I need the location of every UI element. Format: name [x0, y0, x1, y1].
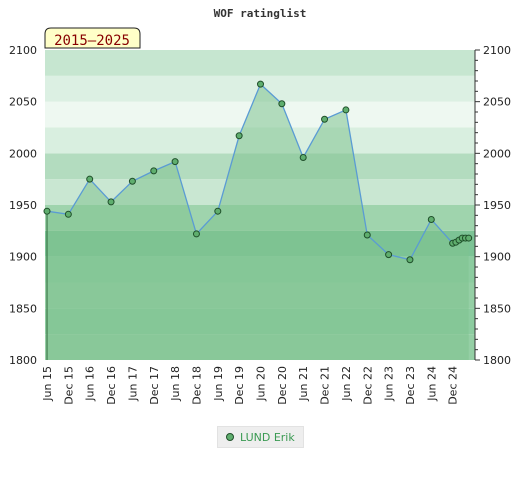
y-tick-label-left: 1800: [9, 354, 37, 367]
y-tick-label-right: 1950: [483, 199, 511, 212]
x-tick-label: Jun 15: [41, 366, 54, 402]
data-point: [235, 132, 243, 140]
data-point: [107, 198, 115, 206]
x-tick-label: Jun 18: [169, 366, 182, 402]
x-tick-label: Dec 15: [62, 366, 75, 405]
period-badge: 2015–2025: [44, 27, 141, 49]
x-tick-label: Jun 24: [425, 366, 438, 402]
x-tick-label: Dec 19: [233, 366, 246, 405]
y-tick-label-right: 1850: [483, 302, 511, 315]
y-tick-label-left: 1850: [9, 302, 37, 315]
data-point: [465, 234, 473, 242]
data-point: [86, 175, 94, 183]
x-tick-label: Dec 23: [404, 366, 417, 405]
y-tick-label-right: 2050: [483, 96, 511, 109]
x-tick-label: Jun 20: [255, 366, 268, 402]
legend-series-label: LUND Erik: [240, 430, 295, 444]
data-point: [299, 153, 307, 161]
data-point: [385, 251, 393, 259]
y-tick-label-left: 2050: [9, 96, 37, 109]
x-tick-label: Jun 22: [340, 366, 353, 402]
x-tick-label: Jun 19: [212, 366, 225, 402]
data-point: [342, 106, 350, 114]
data-point: [363, 231, 371, 239]
data-point: [214, 207, 222, 215]
data-point: [43, 207, 51, 215]
x-tick-label: Jun 23: [383, 366, 396, 402]
x-tick-label: Dec 17: [148, 366, 161, 405]
y-tick-label-left: 1950: [9, 199, 37, 212]
x-tick-label: Dec 18: [190, 366, 203, 405]
period-badge-label: 2015–2025: [54, 33, 130, 49]
band-2075: [45, 50, 475, 76]
chart-title: WOF ratinglist: [214, 7, 307, 20]
data-point: [278, 100, 286, 108]
data-point: [427, 215, 435, 223]
data-point: [192, 230, 200, 238]
x-tick-label: Dec 24: [447, 366, 460, 405]
x-tick-label: Jun 16: [84, 366, 97, 402]
y-tick-label-right: 1800: [483, 354, 511, 367]
data-point: [406, 256, 414, 264]
x-tick-label: Dec 20: [276, 366, 289, 405]
x-tick-label: Jun 21: [297, 366, 310, 402]
legend[interactable]: LUND Erik: [217, 426, 304, 448]
legend-marker: [226, 433, 234, 441]
y-tick-label-left: 2000: [9, 147, 37, 160]
y-axis-right: 1800 1850 1900 1950 2000 2050 2100: [474, 44, 511, 367]
y-tick-label-right: 1900: [483, 251, 511, 264]
area-fill: [47, 84, 469, 360]
y-tick-label-right: 2000: [483, 147, 511, 160]
y-axis-left: 1800 1850 1900 1950 2000 2050 2100: [9, 44, 37, 367]
y-tick-label-left: 2100: [9, 44, 37, 57]
x-tick-label: Jun 17: [126, 366, 139, 402]
x-tick-label: Dec 16: [105, 366, 118, 405]
data-point: [150, 167, 158, 175]
x-tick-label: Dec 22: [361, 366, 374, 405]
data-point: [128, 177, 136, 185]
data-points: [43, 80, 473, 264]
x-tick-label: Dec 21: [319, 366, 332, 405]
data-point: [64, 210, 72, 218]
y-tick-label-left: 1900: [9, 251, 37, 264]
data-point: [321, 115, 329, 123]
data-point: [257, 80, 264, 88]
x-axis: Jun 15 Dec 15 Jun 16 Dec 16 Jun 17 Dec 17 Jun …: [41, 366, 460, 405]
data-point: [171, 158, 179, 166]
y-tick-label-right: 2100: [483, 44, 511, 57]
